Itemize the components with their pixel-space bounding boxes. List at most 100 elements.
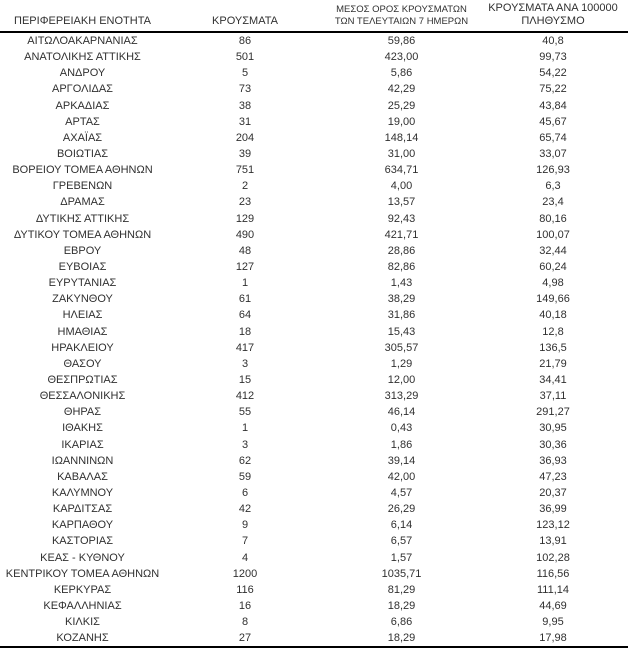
per-100k-cell: 75,22 [539, 83, 567, 96]
cases-cell: 1 [241, 422, 249, 435]
region-cell: ΑΙΤΩΛΟΑΚΑΡΝΑΝΙΑΣ [27, 35, 138, 48]
per-100k-cell: 40,18 [539, 309, 567, 322]
avg-7day-cell: 59,86 [387, 35, 416, 48]
table-row: ΘΕΣΠΡΩΤΙΑΣ 15 12,00 34,41 [0, 372, 628, 388]
avg-7day-cell: 305,57 [384, 341, 419, 354]
region-cell: ΕΒΡΟΥ [63, 244, 102, 257]
avg-7day-cell: 1,57 [390, 551, 413, 564]
per-100k-cell: 44,69 [539, 599, 567, 612]
per-100k-cell: 17,98 [539, 632, 567, 645]
header-per-100k: ΚΡΟΥΣΜΑΤΑ ΑΝΑ 100000 ΠΛΗΘΥΣΜΟ [478, 0, 628, 33]
region-cell: ΑΝΑΤΟΛΙΚΗΣ ΑΤΤΙΚΗΣ [24, 51, 141, 64]
header-regional-unit: ΠΕΡΙΦΕΡΕΙΑΚΗ ΕΝΟΤΗΤΑ [0, 0, 165, 33]
region-cell: ΘΗΡΑΣ [63, 406, 102, 419]
per-100k-cell: 36,99 [539, 503, 567, 516]
avg-7day-cell: 1,86 [390, 438, 413, 451]
region-cell: ΕΥΒΟΙΑΣ [58, 261, 107, 274]
region-cell: ΙΚΑΡΙΑΣ [61, 438, 104, 451]
region-cell: ΚΙΛΚΙΣ [65, 616, 100, 629]
region-cell: ΗΜΑΘΙΑΣ [57, 325, 108, 338]
per-100k-cell: 126,93 [536, 164, 570, 177]
region-cell: ΔΥΤΙΚΟΥ ΤΟΜΕΑ ΑΘΗΝΩΝ [13, 228, 152, 241]
table-row: ΚΑΡΔΙΤΣΑΣ 42 26,29 36,99 [0, 501, 628, 517]
cases-cell: 18 [238, 325, 252, 338]
header-cases: ΚΡΟΥΣΜΑΤΑ [165, 0, 325, 33]
region-cell: ΚΑΡΔΙΤΣΑΣ [52, 503, 113, 516]
avg-7day-cell: 81,29 [387, 583, 416, 596]
table-row: ΒΟΡΕΙΟΥ ΤΟΜΕΑ ΑΘΗΝΩΝ 751 634,71 126,93 [0, 162, 628, 178]
table-row: ΙΩΑΝΝΙΝΩΝ 62 39,14 36,93 [0, 453, 628, 469]
cases-cell: 6 [241, 487, 249, 499]
avg-7day-cell: 82,86 [387, 261, 416, 274]
table-row: ΑΙΤΩΛΟΑΚΑΡΝΑΝΙΑΣ 86 59,86 40,8 [0, 32, 628, 49]
region-cell: ΑΡΚΑΔΙΑΣ [55, 99, 110, 112]
table-row: ΚΑΡΠΑΘΟΥ 9 6,14 123,12 [0, 517, 628, 533]
cases-cell: 5 [241, 67, 249, 80]
cases-cell: 62 [238, 454, 252, 467]
cases-cell: 490 [235, 228, 255, 241]
per-100k-cell: 6,3 [545, 180, 561, 193]
cases-cell: 9 [241, 519, 249, 532]
avg-7day-cell: 5,86 [390, 67, 413, 80]
avg-7day-cell: 18,29 [387, 599, 416, 612]
region-cell: ΑΝΔΡΟΥ [59, 67, 106, 80]
per-100k-cell: 33,07 [539, 148, 567, 161]
region-cell: ΚΑΒΑΛΑΣ [57, 470, 108, 483]
cases-cell: 64 [238, 309, 252, 322]
per-100k-cell: 4,98 [542, 277, 564, 290]
region-cell: ΚΑΣΤΟΡΙΑΣ [51, 535, 114, 548]
header-avg-7day: ΜΕΣΟΣ ΟΡΟΣ ΚΡΟΥΣΜΑΤΩΝ ΤΩΝ ΤΕΛΕΥΤΑΙΩΝ 7 Η… [325, 0, 478, 33]
cases-cell: 42 [238, 503, 252, 516]
per-100k-cell: 99,73 [539, 51, 567, 64]
header-avg-7day-line1: ΜΕΣΟΣ ΟΡΟΣ ΚΡΟΥΣΜΑΤΩΝ [336, 4, 467, 15]
region-cell: ΒΟΡΕΙΟΥ ΤΟΜΕΑ ΑΘΗΝΩΝ [12, 164, 153, 177]
table-row: ΑΝΔΡΟΥ 5 5,86 54,22 [0, 65, 628, 81]
cases-cell: 15 [238, 374, 252, 387]
region-cell: ΚΟΖΑΝΗΣ [56, 632, 109, 645]
per-100k-cell: 102,28 [536, 551, 570, 564]
table-row: ΑΝΑΤΟΛΙΚΗΣ ΑΤΤΙΚΗΣ 501 423,00 99,73 [0, 49, 628, 65]
cases-cell: 27 [238, 632, 252, 645]
per-100k-cell: 12,8 [542, 325, 564, 338]
avg-7day-cell: 19,00 [387, 115, 416, 128]
avg-7day-cell: 12,00 [387, 374, 416, 387]
header-avg-7day-line2: ΤΩΝ ΤΕΛΕΥΤΑΙΩΝ 7 ΗΜΕΡΩΝ [334, 16, 469, 27]
avg-7day-cell: 148,14 [384, 131, 419, 144]
avg-7day-cell: 634,71 [384, 164, 419, 177]
table-header: ΠΕΡΙΦΕΡΕΙΑΚΗ ΕΝΟΤΗΤΑ ΚΡΟΥΣΜΑΤΑ ΜΕΣΟΣ ΟΡΟ… [0, 0, 628, 33]
table-row: ΕΒΡΟΥ 48 28,86 32,44 [0, 243, 628, 259]
table-row: ΚΕΡΚΥΡΑΣ 116 81,29 111,14 [0, 582, 628, 598]
table-row: ΑΡΚΑΔΙΑΣ 38 25,29 43,84 [0, 98, 628, 114]
table-row: ΖΑΚΥΝΘΟΥ 61 38,29 149,66 [0, 291, 628, 307]
table-row: ΙΘΑΚΗΣ 1 0,43 30,95 [0, 420, 628, 436]
per-100k-cell: 43,84 [539, 99, 567, 112]
per-100k-cell: 20,37 [539, 487, 567, 499]
cases-cell: 127 [235, 261, 255, 274]
avg-7day-cell: 25,29 [387, 99, 416, 112]
region-cell: ΓΡΕΒΕΝΩΝ [52, 180, 113, 193]
avg-7day-cell: 31,00 [387, 148, 416, 161]
per-100k-cell: 123,12 [536, 519, 570, 532]
avg-7day-cell: 1,29 [390, 357, 413, 370]
region-cell: ΗΛΕΙΑΣ [62, 309, 103, 322]
table-row: ΚΑΛΥΜΝΟΥ 6 4,57 20,37 [0, 485, 628, 501]
table-body: ΑΙΤΩΛΟΑΚΑΡΝΑΝΙΑΣ 86 59,86 40,8 ΑΝΑΤΟΛΙΚΗ… [0, 32, 628, 647]
avg-7day-cell: 13,57 [387, 196, 416, 209]
avg-7day-cell: 1,43 [390, 277, 413, 290]
cases-cell: 501 [235, 51, 255, 64]
table-row: ΙΚΑΡΙΑΣ 3 1,86 30,36 [0, 437, 628, 453]
per-100k-cell: 47,23 [539, 470, 567, 483]
per-100k-cell: 36,93 [539, 454, 567, 467]
cases-cell: 751 [235, 164, 255, 177]
region-cell: ΑΡΓΟΛΙΔΑΣ [52, 83, 113, 96]
header-per-100k-line2: ΠΛΗΘΥΣΜΟ [521, 15, 585, 27]
avg-7day-cell: 421,71 [384, 228, 419, 241]
cases-cell: 73 [238, 83, 252, 96]
avg-7day-cell: 4,00 [390, 180, 413, 193]
per-100k-cell: 23,4 [542, 196, 564, 209]
header-per-100k-line1: ΚΡΟΥΣΜΑΤΑ ΑΝΑ 100000 [488, 2, 618, 14]
table-row: ΒΟΙΩΤΙΑΣ 39 31,00 33,07 [0, 146, 628, 162]
avg-7day-cell: 42,00 [387, 470, 416, 483]
